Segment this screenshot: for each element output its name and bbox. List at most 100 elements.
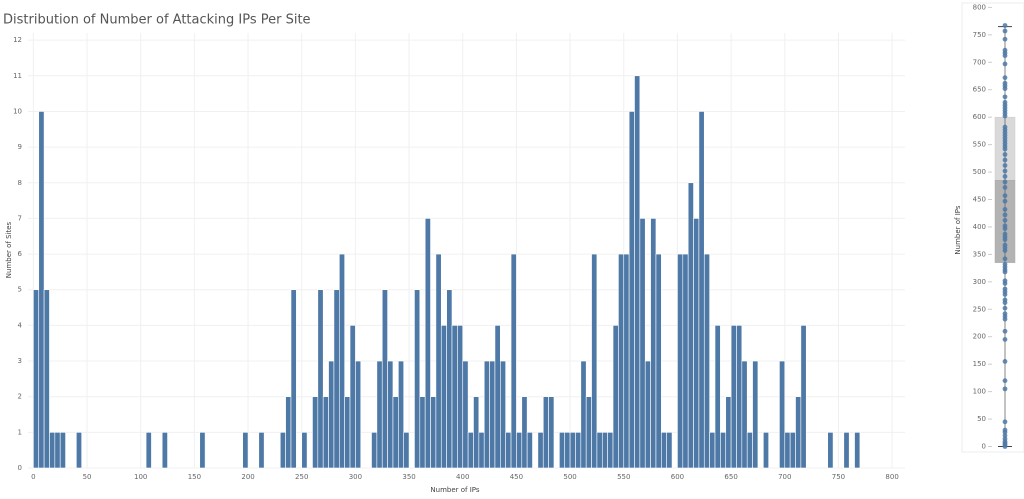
bar [644, 360, 651, 469]
bar [505, 432, 512, 469]
data-point [1002, 378, 1008, 384]
data-point [1002, 337, 1008, 342]
data-point [1002, 80, 1008, 86]
bar [843, 432, 850, 469]
bar [779, 360, 786, 469]
bar [827, 432, 834, 469]
bar [725, 396, 732, 469]
bar [494, 325, 501, 469]
x-tick-label: 450 [510, 473, 523, 481]
bar [430, 396, 437, 469]
y-tick-label: 50 [977, 415, 986, 423]
bar [440, 325, 447, 469]
y-tick-label: 650 [973, 86, 986, 94]
x-axis-title: Number of IPs [430, 486, 479, 494]
bar [322, 396, 329, 469]
y-tick-label: 7 [18, 214, 22, 222]
bar [703, 253, 710, 469]
data-point [1002, 152, 1008, 157]
bar [596, 432, 603, 469]
bar [548, 396, 555, 469]
bar [655, 253, 662, 469]
bar [677, 253, 684, 469]
bar [795, 396, 802, 469]
bar [43, 289, 50, 469]
bar [419, 396, 426, 469]
y-tick-label: 300 [973, 278, 986, 286]
bar [682, 253, 689, 469]
bar [789, 432, 796, 469]
data-point [1002, 28, 1008, 34]
data-point [1002, 174, 1008, 179]
data-point [1002, 193, 1008, 199]
data-point [1002, 427, 1008, 433]
bar [687, 182, 694, 469]
y-axis-title: Number of Sites [5, 221, 13, 278]
data-point [1002, 256, 1008, 262]
data-point [1002, 94, 1008, 100]
data-point [1002, 47, 1008, 53]
bar [714, 325, 721, 469]
y-tick-label: 9 [18, 143, 22, 151]
data-point [1002, 419, 1008, 425]
x-tick-label: 100 [134, 473, 147, 481]
bar [290, 289, 297, 469]
bar [59, 432, 66, 469]
bar [451, 325, 458, 469]
data-point [1002, 359, 1008, 364]
y-tick-label: 700 [973, 58, 986, 66]
x-tick-label: 250 [295, 473, 308, 481]
data-point [1002, 436, 1008, 442]
bar [333, 289, 340, 469]
y-tick-label: 750 [973, 31, 986, 39]
bar [435, 253, 442, 469]
y-tick-label: 150 [973, 360, 986, 368]
y-tick-label: 12 [13, 36, 22, 44]
bar [355, 360, 362, 469]
bar [414, 289, 421, 469]
x-tick-label: 200 [241, 473, 254, 481]
y-tick-label: 3 [18, 357, 22, 365]
bar [623, 253, 630, 469]
bar [473, 396, 480, 469]
bar [381, 289, 388, 469]
y-tick-label: 400 [973, 223, 986, 231]
data-point [1002, 286, 1008, 292]
bar [312, 396, 319, 469]
data-point [1002, 433, 1008, 438]
bar [634, 75, 641, 469]
bar [752, 360, 759, 469]
x-tick-label: 600 [671, 473, 684, 481]
bar [585, 396, 592, 469]
y-tick-label: 0 [982, 443, 986, 451]
data-point [1002, 75, 1008, 81]
y-tick-label: 600 [973, 113, 986, 121]
bar [542, 396, 549, 469]
bar [462, 360, 469, 469]
y-tick-label: 450 [973, 196, 986, 204]
bar [628, 111, 635, 469]
data-point [1002, 185, 1008, 190]
bar [478, 432, 485, 469]
y-tick-label: 6 [18, 250, 23, 258]
bar [258, 432, 265, 469]
data-point [1002, 179, 1008, 185]
bar [328, 360, 335, 469]
data-point [1002, 217, 1008, 223]
y-tick-label: 4 [18, 321, 23, 329]
y-tick-label: 11 [13, 72, 22, 80]
bar [457, 325, 464, 469]
bar [709, 432, 716, 469]
y-tick-label: 100 [973, 388, 986, 396]
bar [736, 325, 743, 469]
bar [49, 432, 56, 469]
bar [693, 218, 700, 469]
bar [161, 432, 168, 469]
bar [483, 360, 490, 469]
data-point [1002, 23, 1008, 28]
data-point [1002, 163, 1008, 168]
bar [398, 360, 405, 469]
bar [317, 289, 324, 469]
bar [559, 432, 566, 469]
